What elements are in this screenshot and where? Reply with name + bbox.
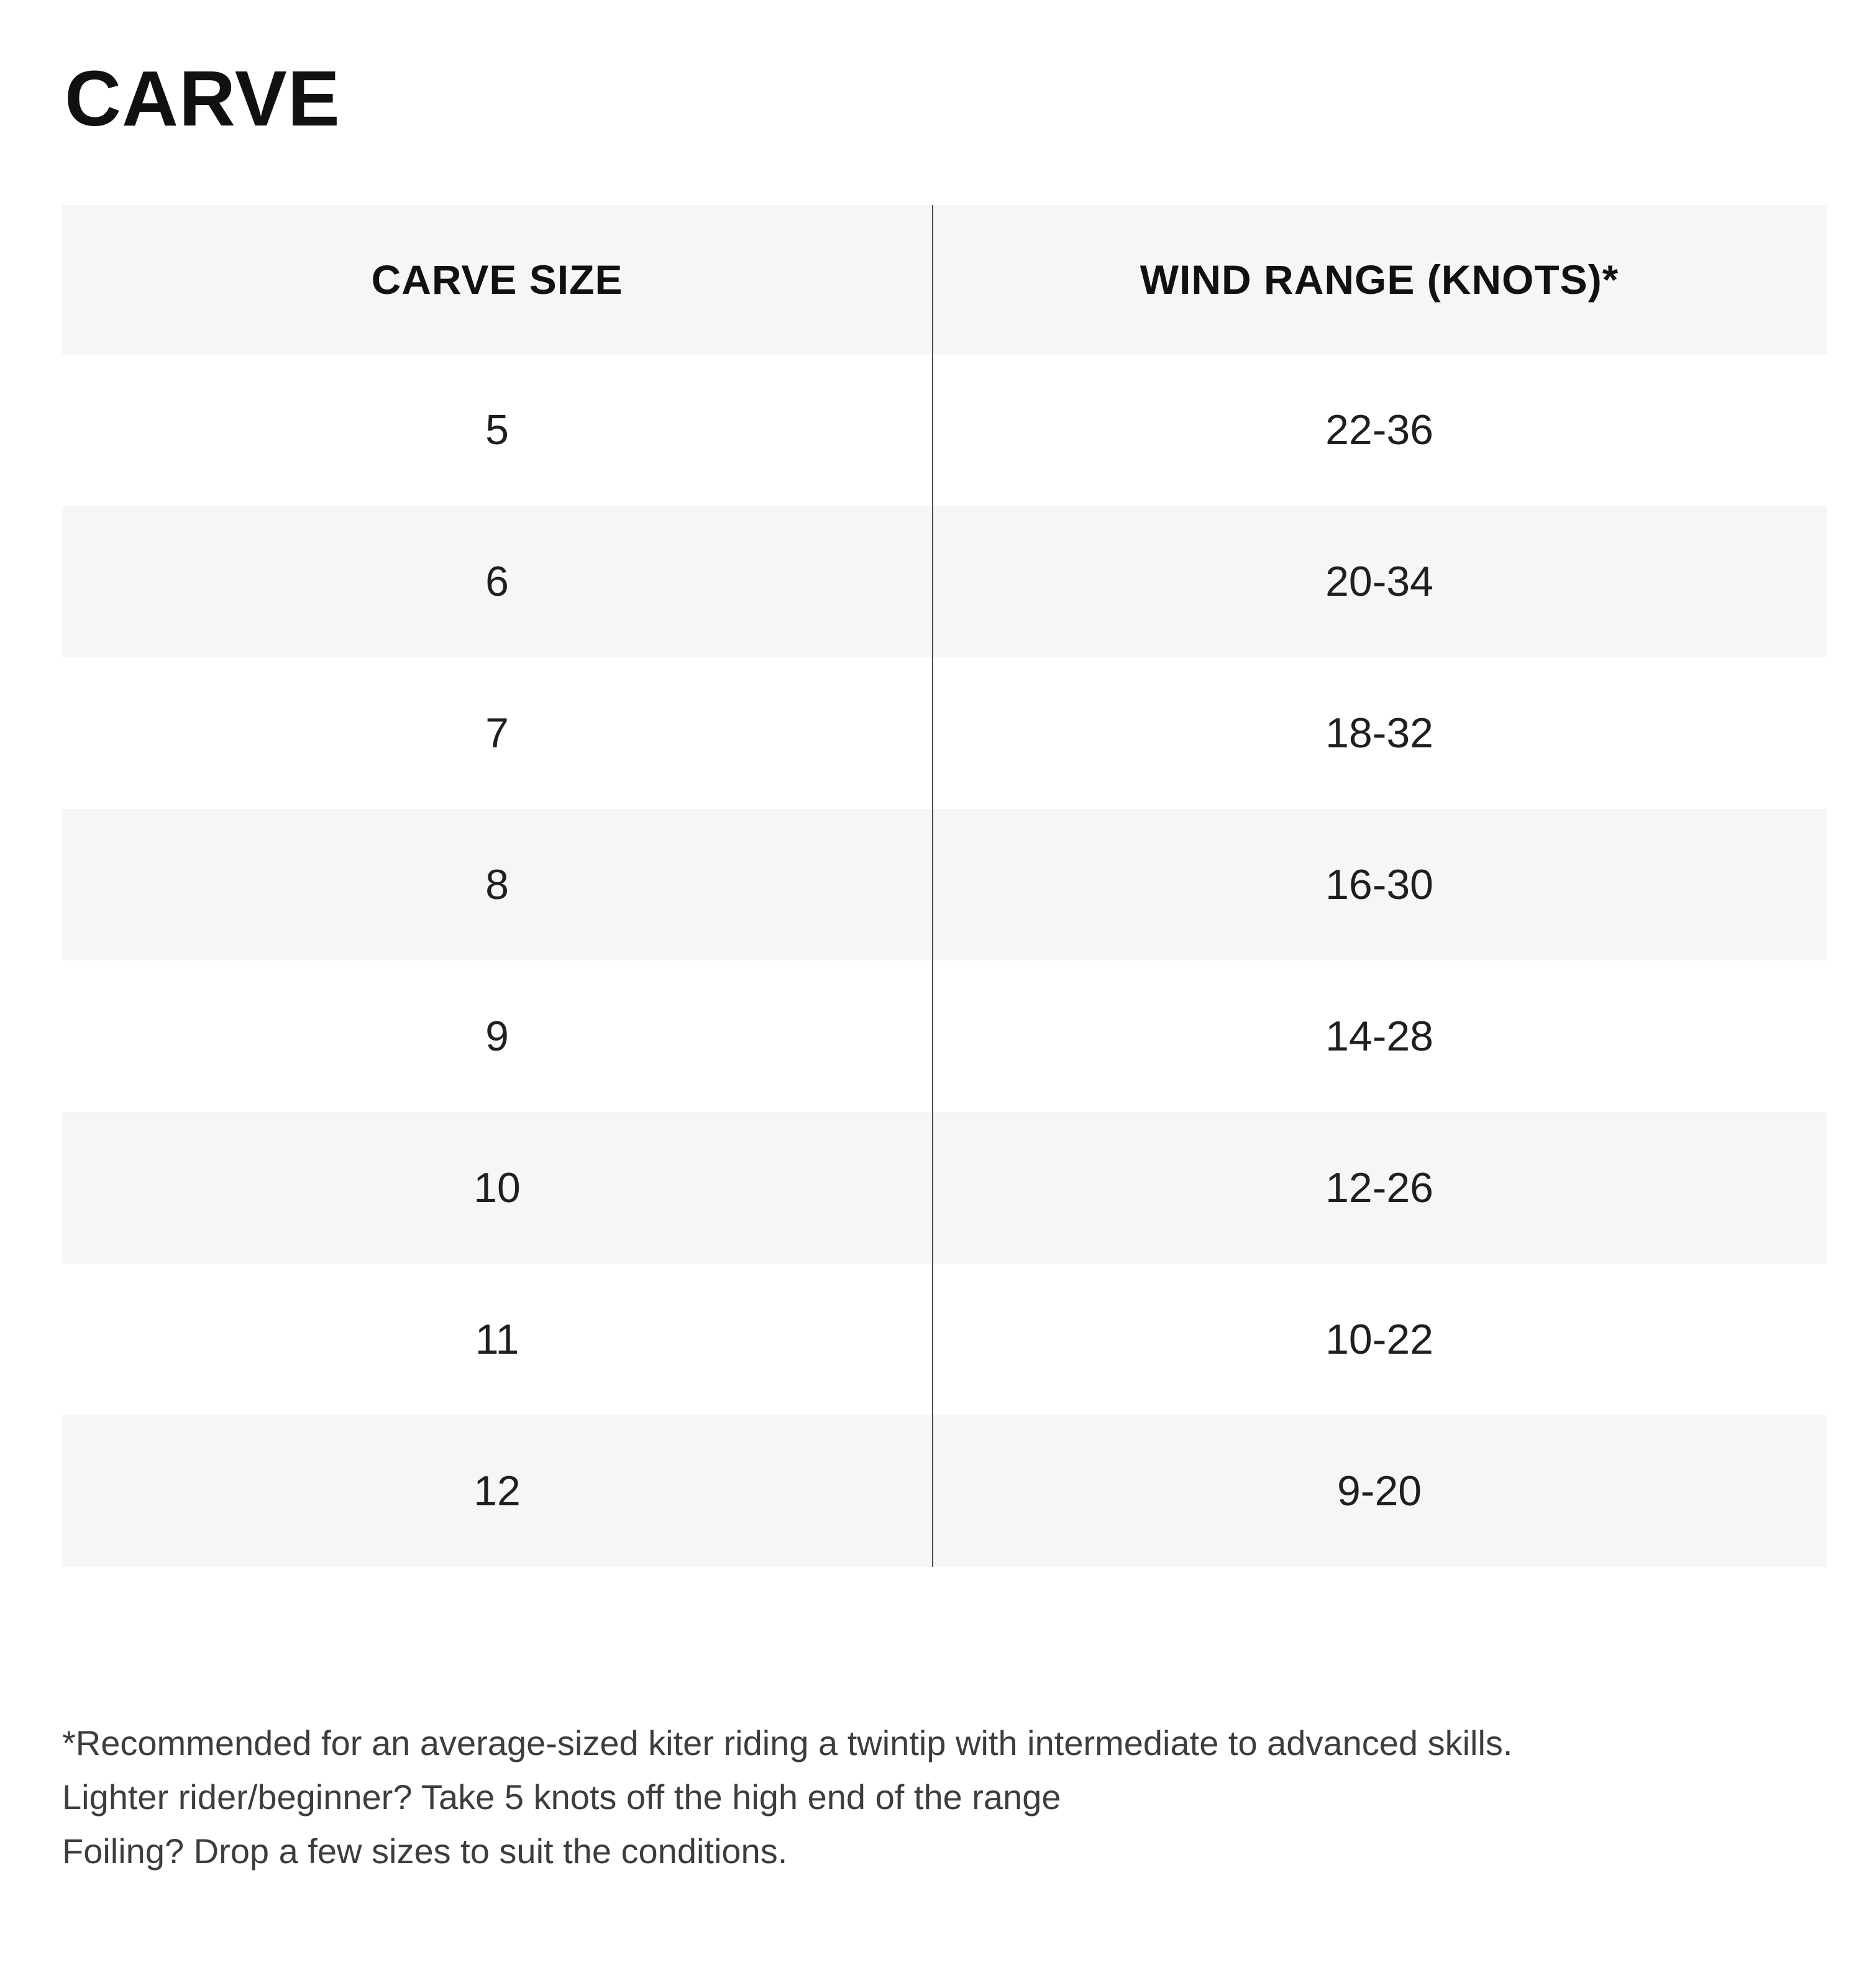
carve-size-value: 5	[485, 406, 509, 454]
table-row: 10 12-26	[62, 1112, 1827, 1264]
table-row: 6 20-34	[62, 506, 1827, 657]
carve-size-value: 8	[485, 861, 509, 908]
carve-size-value: 7	[485, 709, 509, 757]
carve-size-value: 9	[485, 1013, 509, 1060]
page-title: CARVE	[65, 55, 340, 142]
wind-range-value: 22-36	[1325, 406, 1433, 454]
footnote-line: *Recommended for an average-sized kiter …	[62, 1723, 1513, 1762]
wind-range-value: 12-26	[1325, 1164, 1433, 1211]
wind-range-value: 20-34	[1325, 558, 1433, 605]
table-row: 5 22-36	[62, 354, 1827, 506]
wind-range-value: 9-20	[1336, 1467, 1422, 1515]
table-row: 8 16-30	[62, 809, 1827, 960]
wind-range-value: 10-22	[1325, 1316, 1433, 1363]
table-row: 11 10-22	[62, 1264, 1827, 1415]
carve-size-value: 10	[473, 1164, 521, 1211]
table-row: 12 9-20	[62, 1415, 1827, 1567]
column-header-wind-range: WIND RANGE (KNOTS)*	[1140, 257, 1619, 303]
table-header-row: CARVE SIZE WIND RANGE (KNOTS)*	[62, 205, 1827, 354]
footnote-line: Lighter rider/beginner? Take 5 knots off…	[62, 1777, 1061, 1817]
carve-size-value: 6	[485, 558, 509, 605]
footnotes-block: *Recommended for an average-sized kiter …	[62, 1716, 1740, 1878]
carve-size-value: 11	[475, 1316, 519, 1363]
table-row: 7 18-32	[62, 657, 1827, 809]
wind-range-value: 14-28	[1325, 1013, 1433, 1060]
carve-size-value: 12	[473, 1467, 521, 1515]
size-chart-table: CARVE SIZE WIND RANGE (KNOTS)* 5 22-36 6…	[62, 205, 1827, 1567]
column-divider-line	[932, 205, 934, 1567]
column-header-carve-size: CARVE SIZE	[371, 257, 623, 303]
wind-range-value: 16-30	[1325, 861, 1433, 908]
wind-range-value: 18-32	[1325, 709, 1433, 757]
footnote-line: Foiling? Drop a few sizes to suit the co…	[62, 1831, 788, 1871]
table-row: 9 14-28	[62, 960, 1827, 1112]
